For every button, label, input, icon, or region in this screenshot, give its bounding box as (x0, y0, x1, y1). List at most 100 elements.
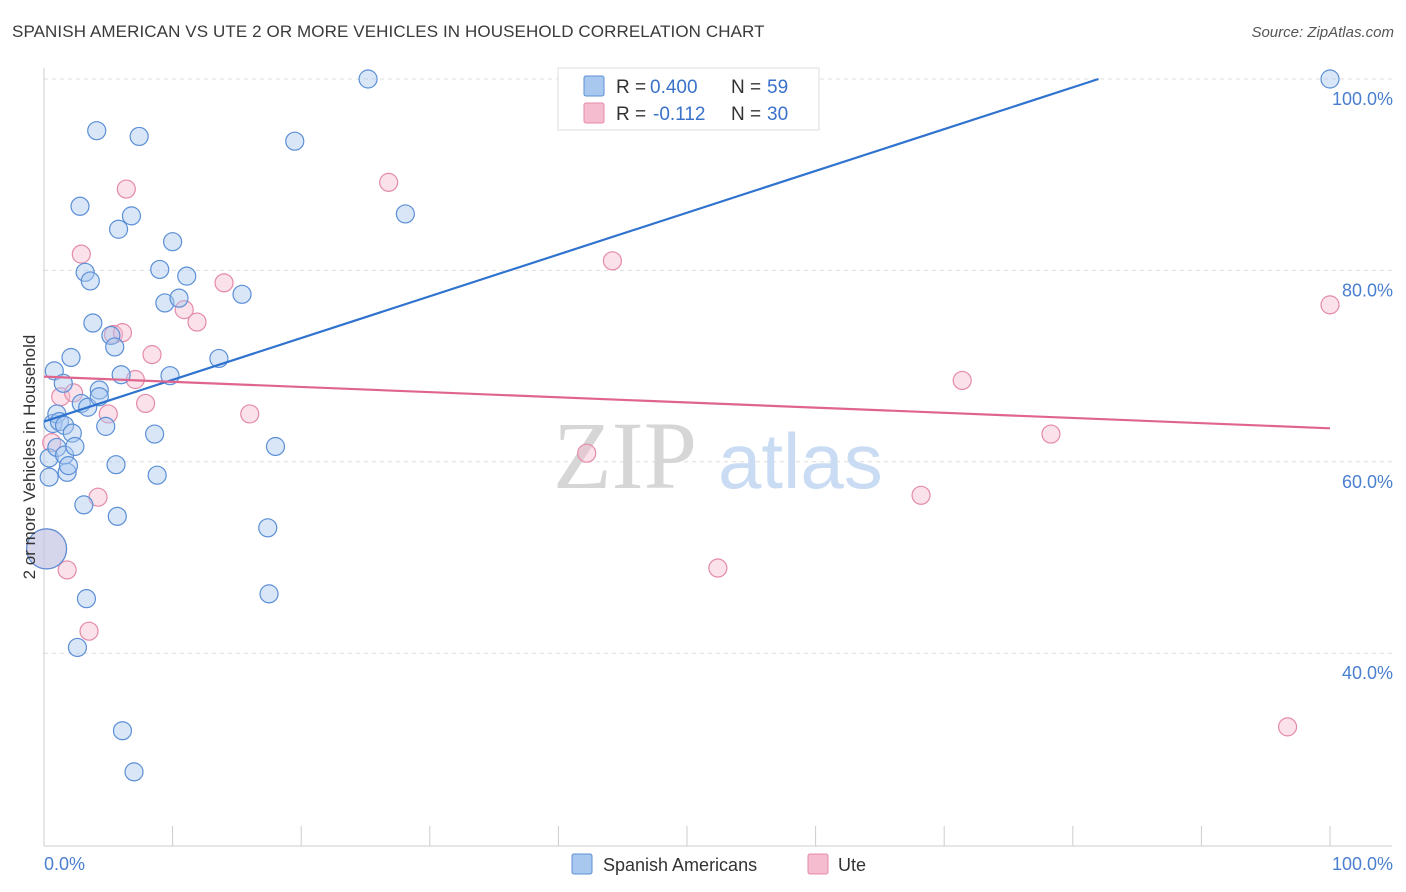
ute-point (63, 383, 84, 403)
spanish-american-point (39, 448, 59, 468)
ute-point (79, 621, 99, 641)
spanish-american-point (1320, 69, 1340, 89)
watermark-zip: ZIP (553, 402, 697, 509)
watermark-atlas: atlas (718, 417, 883, 505)
spanish-american-point (65, 436, 85, 457)
spanish-american-point (83, 313, 103, 333)
legend-swatch-pink (583, 102, 605, 124)
series-legend: Spanish Americans Ute (571, 853, 866, 875)
spanish-american-point (265, 436, 286, 457)
spanish-american-point (124, 762, 144, 782)
ute-point (1277, 717, 1298, 737)
legend-n-value-2: 30 (767, 104, 788, 125)
spanish-american-point (54, 415, 75, 436)
spanish-american-point (163, 232, 183, 252)
legend-r-label-1: R = (616, 77, 646, 98)
spanish-american-point (39, 467, 59, 487)
trend-line-ute (43, 375, 1331, 430)
y-tick-labels: 40.0% 60.0% 80.0% 100.0% (1332, 89, 1393, 683)
ute-point (214, 273, 234, 293)
ute-point (1041, 424, 1061, 444)
y-tick-label: 80.0% (1342, 280, 1393, 300)
ute-point (240, 404, 260, 424)
bottom-legend-label-pink: Ute (838, 855, 866, 875)
bottom-legend-swatch-pink (807, 853, 829, 875)
x-tick-label: 100.0% (1332, 854, 1393, 874)
ute-point (708, 558, 728, 578)
spanish-american-point (358, 69, 378, 89)
y-tick-label: 60.0% (1342, 472, 1393, 492)
legend-r-value-1: 0.400 (650, 77, 698, 98)
spanish-american-point (129, 126, 149, 147)
ute-point (174, 300, 194, 320)
ute-point (142, 345, 162, 365)
spanish-american-point (108, 219, 129, 239)
bottom-legend-label-blue: Spanish Americans (603, 855, 757, 875)
spanish-american-point (53, 373, 73, 393)
gridlines (44, 78, 1392, 654)
spanish-american-point (121, 206, 142, 226)
spanish-american-point (76, 589, 97, 609)
x-tick-labels: 0.0% 100.0% (44, 854, 1393, 874)
legend-swatch-blue (583, 75, 605, 97)
ute-point (911, 485, 931, 505)
spanish-american-point (177, 266, 197, 286)
spanish-american-point (58, 456, 79, 476)
spanish-american-point (107, 506, 127, 526)
source-label: Source: ZipAtlas.com (1251, 24, 1394, 41)
spanish-american-point (74, 495, 94, 515)
ute-point (1320, 295, 1340, 315)
spanish-american-point (232, 284, 252, 304)
spanish-american-point (106, 455, 126, 475)
ute-point (379, 172, 399, 192)
spanish-american-point (105, 337, 125, 357)
spanish-american-point (70, 196, 90, 216)
spanish-american-point (285, 131, 305, 151)
spanish-american-point (96, 416, 116, 436)
ute-point (116, 179, 136, 199)
spanish-american-point (87, 121, 107, 141)
y-tick-label: 100.0% (1332, 89, 1393, 109)
correlation-legend: R = 0.400 N = 59 R = -0.112 N = 30 (557, 67, 820, 131)
legend-n-value-1: 59 (767, 77, 788, 98)
trend-line-spanish-americans (43, 77, 1099, 423)
spanish-american-point (25, 528, 68, 570)
spanish-american-point (144, 424, 165, 444)
spanish-american-point (61, 347, 81, 368)
spanish-american-point (258, 518, 278, 538)
spanish-american-point (57, 462, 77, 482)
spanish-american-point (147, 465, 167, 485)
ute-point (187, 312, 207, 332)
ute-point (577, 443, 597, 463)
spanish-american-point (80, 271, 100, 291)
spanish-american-point (395, 204, 415, 224)
spanish-american-point (169, 288, 189, 308)
y-axis-label: 2 or more Vehicles in Household (20, 335, 39, 580)
watermark: ZIP atlas (553, 402, 883, 509)
spanish-american-point (112, 721, 133, 741)
spanish-american-points (25, 69, 1340, 782)
bottom-legend-swatch-blue (571, 853, 593, 875)
x-tick-label: 0.0% (44, 854, 85, 874)
spanish-american-point (155, 293, 175, 313)
ute-point (71, 244, 91, 264)
spanish-american-point (67, 637, 88, 658)
ute-point (952, 370, 972, 391)
ute-point (135, 393, 156, 414)
legend-r-label-2: R = (616, 104, 646, 125)
ute-point (57, 560, 77, 580)
legend-n-label-2: N = (731, 104, 761, 125)
spanish-american-point (101, 325, 121, 346)
axes (43, 68, 1392, 847)
chart-title: SPANISH AMERICAN VS UTE 2 OR MORE VEHICL… (12, 22, 765, 41)
spanish-american-point (259, 584, 279, 604)
trend-lines (43, 77, 1331, 430)
legend-r-value-2: -0.112 (653, 104, 705, 125)
y-tick-label: 40.0% (1342, 663, 1393, 683)
ute-point (602, 251, 623, 271)
ute-point (98, 404, 118, 424)
legend-n-label-1: N = (731, 77, 761, 98)
spanish-american-point (89, 380, 109, 400)
spanish-american-point (150, 259, 170, 280)
